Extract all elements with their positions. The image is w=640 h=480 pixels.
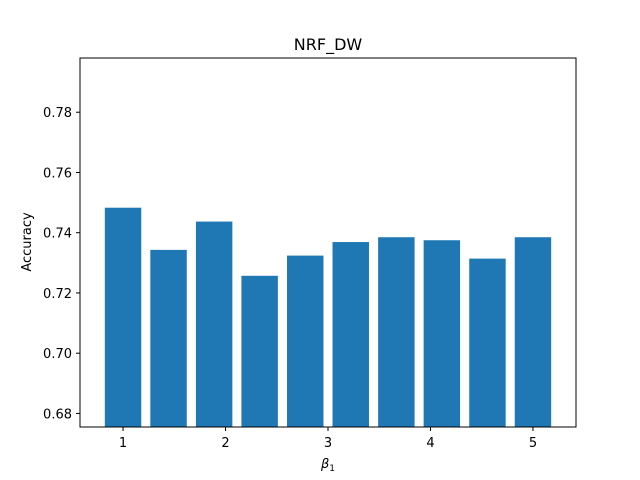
bar-7: [378, 237, 415, 427]
x-axis-label-subscript: 1: [329, 464, 335, 474]
x-axis-label: β1: [320, 457, 335, 474]
bar-10: [514, 237, 552, 427]
bar-2: [150, 249, 187, 427]
y-tick-label: 0.74: [43, 227, 72, 242]
bar-1: [104, 207, 142, 427]
bar-6: [332, 242, 369, 427]
bar-3: [195, 221, 233, 427]
chart-title: NRF_DW: [294, 35, 363, 55]
bar-9: [469, 258, 506, 427]
x-tick-label: 5: [529, 436, 537, 451]
x-tick-label: 4: [426, 436, 434, 451]
bar-4: [241, 275, 278, 427]
x-tick-label: 3: [324, 436, 332, 451]
x-axis-ticks: 1 2 3 4 5: [119, 427, 537, 451]
x-axis-label-symbol: β: [320, 457, 329, 472]
y-tick-label: 0.70: [43, 347, 72, 362]
bar-5: [287, 255, 324, 427]
y-tick-label: 0.76: [43, 166, 72, 181]
bar-8: [423, 240, 461, 427]
y-tick-label: 0.68: [43, 407, 72, 422]
plot-frame: [79, 57, 577, 428]
y-axis-label: Accuracy: [20, 212, 35, 272]
y-tick-label: 0.72: [43, 287, 72, 302]
bars-group: [104, 207, 552, 427]
x-tick-label: 2: [221, 436, 229, 451]
y-tick-label: 0.78: [43, 106, 72, 121]
y-axis-ticks: 0.68 0.70 0.72 0.74 0.76 0.78: [43, 106, 80, 422]
x-tick-label: 1: [119, 436, 127, 451]
